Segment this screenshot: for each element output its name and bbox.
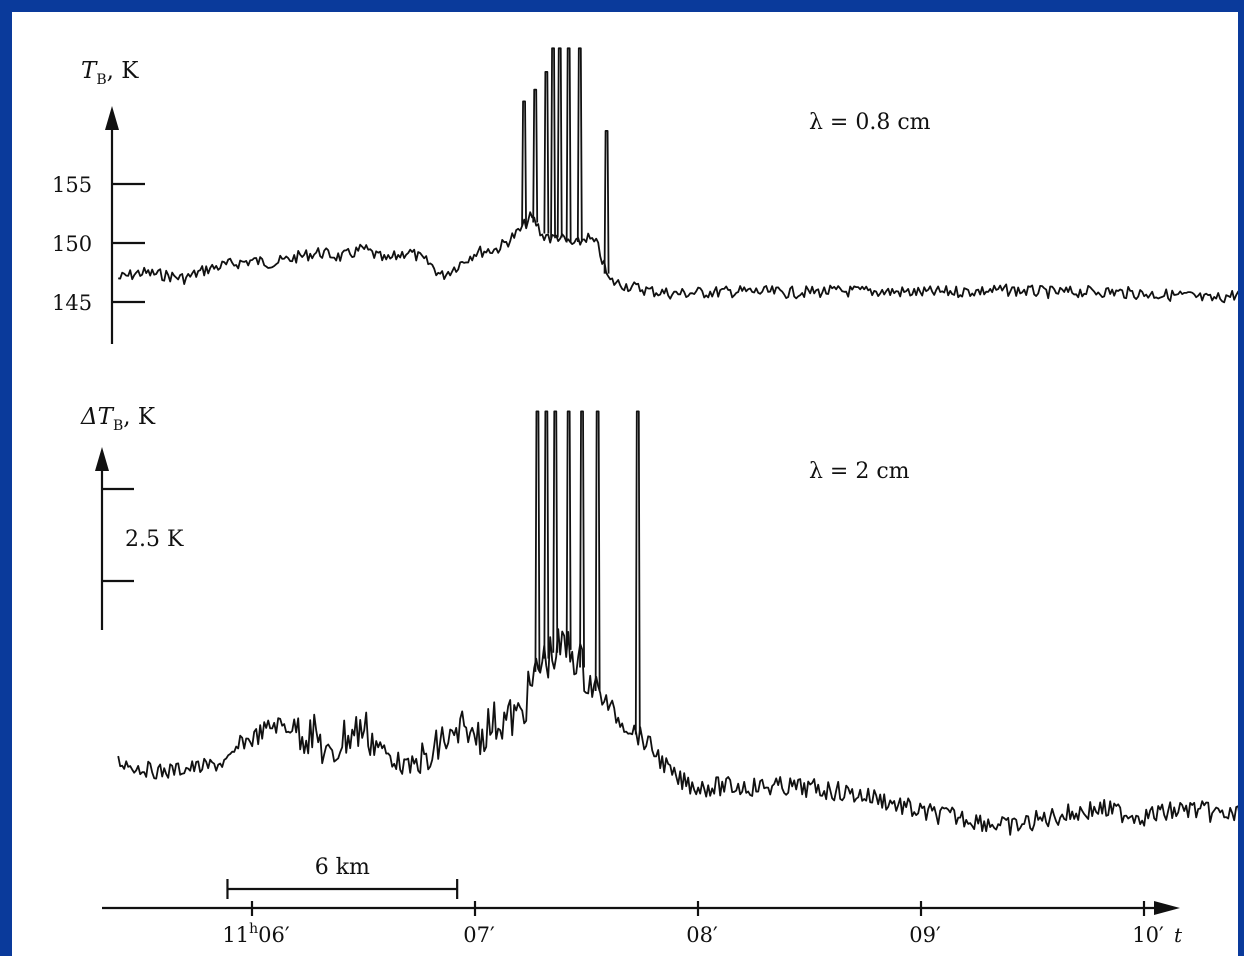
top-spike-5 bbox=[565, 47, 572, 243]
top-spikes bbox=[521, 47, 610, 274]
bottom-y-label: ΔTB, K bbox=[80, 404, 156, 434]
bottom-spike-5 bbox=[594, 410, 601, 692]
bottom-y-axis bbox=[95, 447, 109, 630]
distance-scale-label: 6 km bbox=[315, 855, 370, 880]
top-spike-1 bbox=[532, 88, 539, 223]
x-axis bbox=[102, 901, 1180, 915]
top-spike-2 bbox=[543, 71, 550, 234]
bottom-scale-label: 2.5 K bbox=[125, 527, 184, 552]
bottom-annotation: λ = 2 cm bbox=[809, 459, 910, 484]
x-tick-label: 07′ bbox=[463, 923, 495, 947]
top-spike-4 bbox=[556, 47, 563, 238]
x-tick-label: 11h06′ bbox=[222, 921, 289, 947]
bottom-spikes bbox=[534, 410, 641, 735]
x-axis-label: t bbox=[1174, 923, 1183, 947]
top-y-tick-label: 155 bbox=[52, 173, 92, 197]
bottom-spike-3 bbox=[565, 410, 572, 650]
x-tick-label: 10′ bbox=[1132, 923, 1164, 947]
figure-frame: 155 150 145 TB, K λ = 0.8 cm 2.5 K ΔTB, K … bbox=[12, 12, 1238, 956]
top-y-tick-label: 145 bbox=[52, 291, 92, 315]
x-ticks: 11h06′ 07′ 08′ 09′ 10′ bbox=[222, 901, 1164, 947]
bottom-y-axis-arrowhead-icon bbox=[95, 447, 109, 471]
top-spike-6 bbox=[576, 47, 583, 243]
top-series-line bbox=[118, 211, 1238, 304]
bottom-spike-0 bbox=[534, 410, 541, 672]
bottom-scale-ticks bbox=[102, 487, 134, 583]
top-spike-7 bbox=[603, 130, 610, 274]
bottom-spike-4 bbox=[579, 410, 585, 668]
top-y-ticks: 155 150 145 bbox=[52, 173, 145, 315]
x-axis-arrowhead-icon bbox=[1154, 901, 1180, 915]
x-tick-label: 08′ bbox=[686, 923, 718, 947]
top-y-tick-label: 150 bbox=[52, 232, 92, 256]
top-spike-3 bbox=[550, 47, 556, 239]
x-tick-label: 09′ bbox=[909, 923, 941, 947]
distance-scale-bar bbox=[226, 879, 459, 899]
bottom-series-line bbox=[117, 628, 1238, 836]
top-annotation: λ = 0.8 cm bbox=[809, 110, 931, 135]
top-y-axis-arrowhead-icon bbox=[105, 106, 119, 130]
top-y-axis bbox=[105, 106, 119, 344]
bottom-spike-2 bbox=[552, 410, 559, 653]
bottom-spike-6 bbox=[634, 410, 641, 735]
top-y-label: TB, K bbox=[81, 58, 139, 88]
bottom-spike-1 bbox=[543, 410, 550, 659]
top-spike-0 bbox=[521, 100, 527, 226]
